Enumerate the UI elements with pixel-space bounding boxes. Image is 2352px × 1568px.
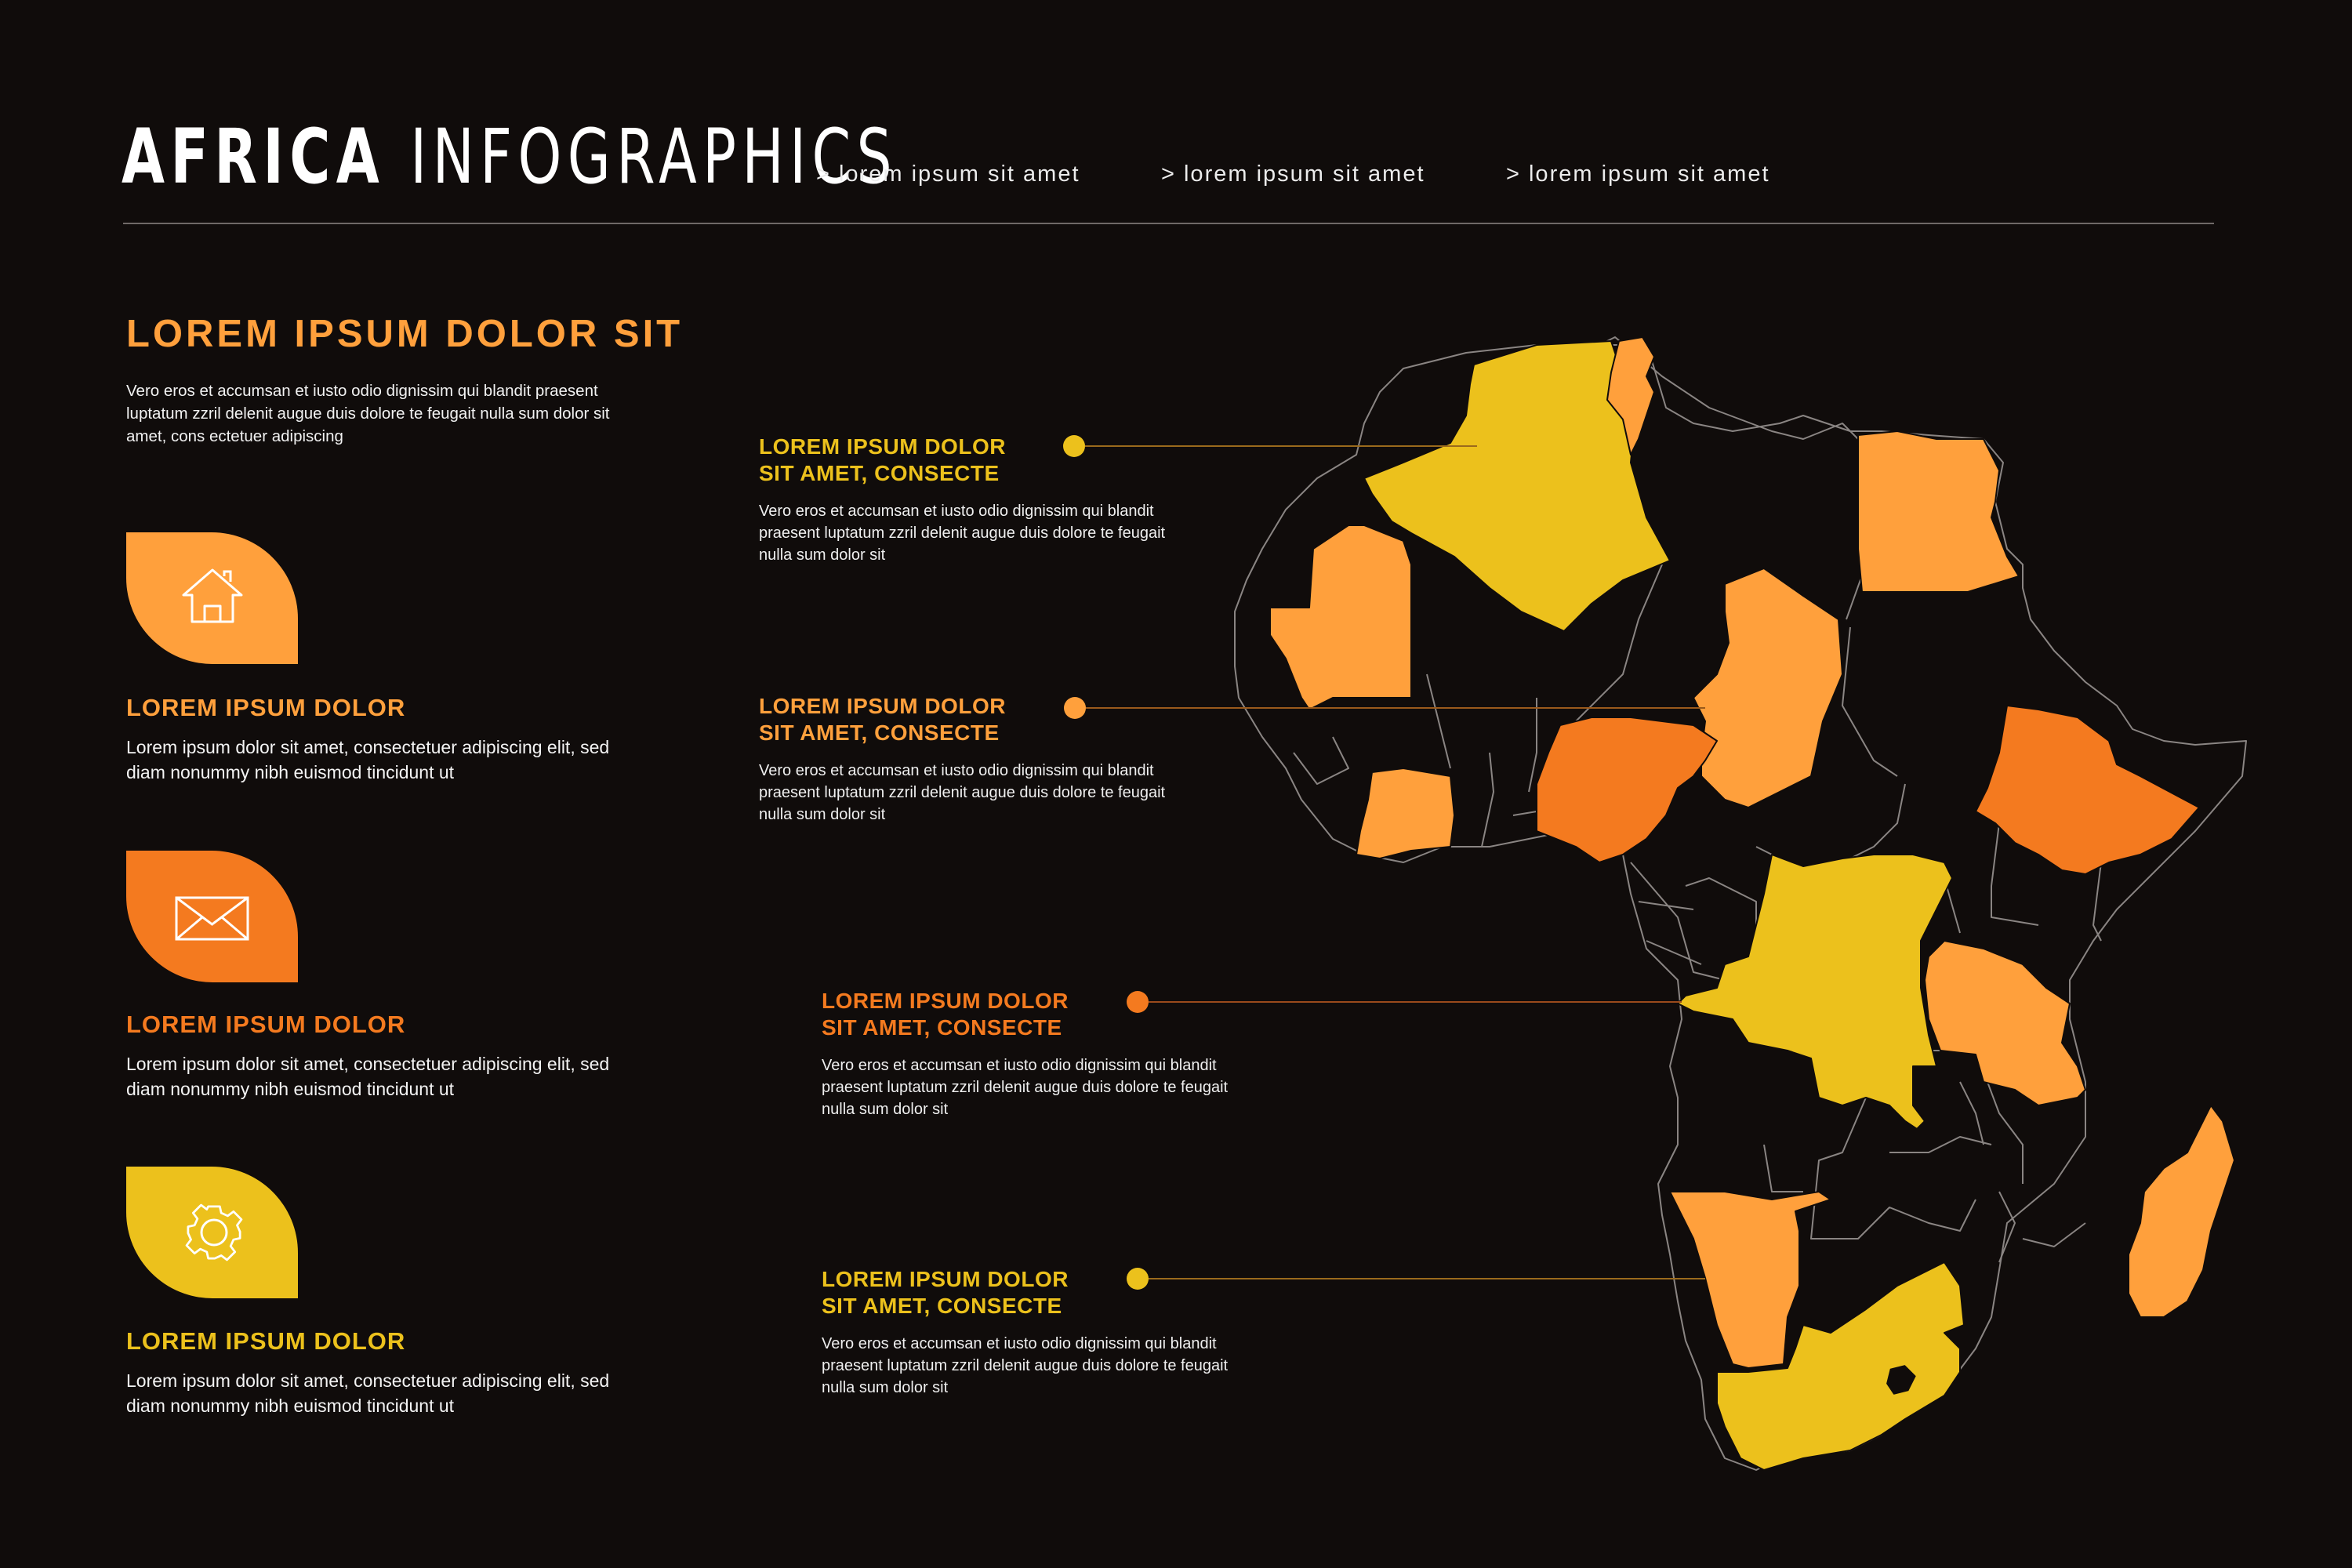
callout-1-title: LOREM IPSUM DOLOR SIT AMET, CONSECTE bbox=[759, 434, 1006, 485]
map-country-tanzania bbox=[1924, 940, 2086, 1106]
callout-3-title: LOREM IPSUM DOLOR SIT AMET, CONSECTE bbox=[822, 989, 1069, 1040]
feature-title-3: LOREM IPSUM DOLOR bbox=[126, 1327, 406, 1355]
map-country-ethiopia bbox=[1975, 705, 2200, 875]
callout-3-body: Vero eros et accumsan et iusto odio dign… bbox=[822, 1057, 1229, 1118]
map-country-south-africa bbox=[1716, 1261, 1965, 1471]
callout-2-marker bbox=[1064, 697, 1086, 719]
envelope-icon bbox=[175, 896, 249, 941]
house-icon bbox=[182, 568, 243, 623]
callout-2-leader-line bbox=[1086, 707, 1705, 709]
callout-4-leader-line bbox=[1149, 1278, 1705, 1279]
feature-body-1: Lorem ipsum dolor sit amet, consectetuer… bbox=[126, 737, 610, 782]
nav-link-2[interactable]: > lorem ipsum sit amet bbox=[1161, 162, 1425, 187]
map-country-mauritania bbox=[1269, 524, 1412, 710]
callout-2-title: LOREM IPSUM DOLOR SIT AMET, CONSECTE bbox=[759, 694, 1006, 745]
map-country-lesotho bbox=[1885, 1363, 1918, 1396]
callout-1-body: Vero eros et accumsan et iusto odio dign… bbox=[759, 503, 1166, 564]
map-country-tunisia bbox=[1606, 336, 1655, 456]
map-boundary-1 bbox=[1293, 336, 2102, 1263]
feature-tile-home bbox=[126, 532, 298, 664]
feature-tile-mail bbox=[126, 851, 298, 982]
nav-link-3[interactable]: > lorem ipsum sit amet bbox=[1506, 162, 1770, 187]
map-country-namibia bbox=[1669, 1191, 1831, 1369]
page-title: AFRICA INFOGRAPHICS bbox=[122, 110, 898, 204]
title-light: INFOGRAPHICS bbox=[410, 113, 898, 201]
gear-icon bbox=[185, 1203, 243, 1261]
callout-4-marker bbox=[1127, 1268, 1149, 1290]
callout-3-marker bbox=[1127, 991, 1149, 1013]
map-country-egypt bbox=[1857, 430, 2020, 593]
callout-4-body: Vero eros et accumsan et iusto odio dign… bbox=[822, 1335, 1229, 1396]
callout-2-body: Vero eros et accumsan et iusto odio dign… bbox=[759, 762, 1166, 823]
feature-title-1: LOREM IPSUM DOLOR bbox=[126, 694, 406, 721]
feature-title-2: LOREM IPSUM DOLOR bbox=[126, 1011, 406, 1038]
nav-link-1[interactable]: > lorem ipsum sit amet bbox=[816, 162, 1080, 187]
header-divider bbox=[123, 223, 2214, 224]
callout-1-leader-line bbox=[1085, 445, 1477, 447]
map-country-ivory-coast bbox=[1356, 768, 1455, 859]
title-bold: AFRICA bbox=[122, 113, 386, 201]
intro-heading: LOREM IPSUM DOLOR SIT bbox=[126, 313, 684, 355]
callout-3-leader-line bbox=[1149, 1001, 1682, 1003]
callout-1-marker bbox=[1063, 435, 1085, 457]
feature-body-2: Lorem ipsum dolor sit amet, consectetuer… bbox=[126, 1054, 610, 1099]
callout-4-title: LOREM IPSUM DOLOR SIT AMET, CONSECTE bbox=[822, 1267, 1069, 1318]
intro-body: Vero eros et accumsan et iusto odio dign… bbox=[126, 382, 610, 445]
map-country-chad bbox=[1693, 568, 1843, 808]
feature-tile-settings bbox=[126, 1167, 298, 1298]
map-country-nigeria bbox=[1536, 717, 1718, 863]
feature-body-3: Lorem ipsum dolor sit amet, consectetuer… bbox=[126, 1370, 610, 1416]
map-country-dr-congo bbox=[1677, 854, 1953, 1130]
map-country-madagascar bbox=[2128, 1105, 2235, 1318]
